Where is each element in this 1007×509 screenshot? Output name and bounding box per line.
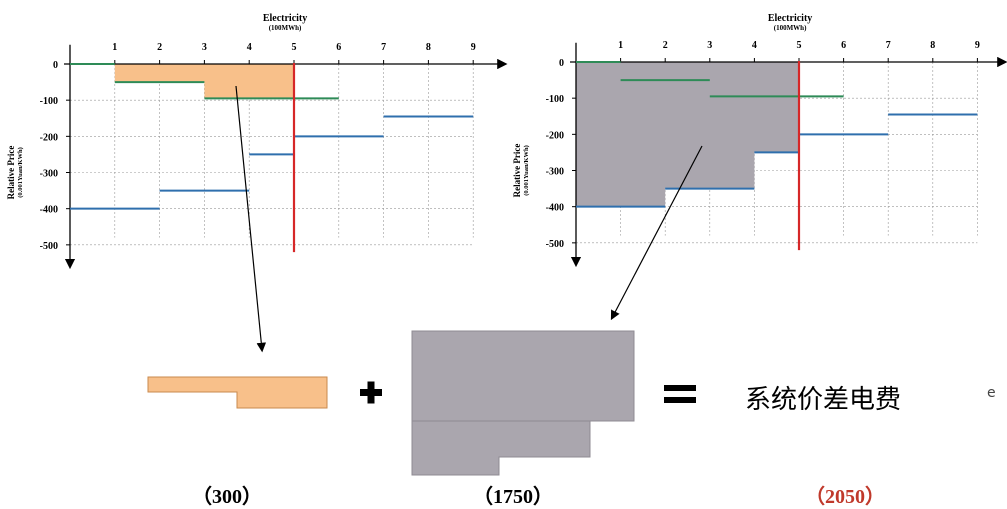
right-chart-axes — [570, 42, 1007, 268]
gray-value-caption: （1750） — [473, 486, 553, 508]
x-tick-label: 2 — [157, 42, 162, 53]
left-chart-axes — [64, 44, 508, 270]
plus-sign — [360, 381, 382, 404]
right-chart-shaded-area — [576, 62, 799, 207]
y-tick-label: -300 — [546, 167, 564, 178]
right-chart-labels: 1 2 3 4 5 6 7 8 9 0 -100 -200 -300 -400 -500 Electricit… — [512, 13, 980, 250]
right-chart-series — [576, 61, 978, 251]
left-area-arrow — [235, 85, 267, 353]
equals-sign — [664, 385, 696, 403]
y-tick-label: -200 — [40, 132, 58, 143]
chart-title: Electricity — [768, 13, 812, 24]
x-tick-label: 5 — [797, 40, 802, 51]
chart-title: Electricity — [263, 13, 307, 24]
y-tick-label: -100 — [546, 94, 564, 105]
y-axis-unit: (0.001Yuan/KWh) — [523, 145, 530, 196]
stray-mark: e — [987, 385, 996, 401]
left-chart-series — [70, 63, 474, 253]
left-chart-labels: 1 2 3 4 5 6 7 8 9 0 -100 -200 -300 -400 -500 Electricit… — [6, 13, 476, 252]
y-tick-label: -200 — [546, 130, 564, 141]
gray-area-shape — [411, 330, 635, 476]
y-tick-label: -300 — [40, 169, 58, 180]
x-tick-label: 1 — [112, 42, 117, 53]
x-tick-label: 6 — [841, 40, 846, 51]
x-tick-label: 3 — [202, 42, 207, 53]
right-area-arrow — [610, 145, 703, 321]
left-chart: 1 2 3 4 5 6 7 8 9 0 -100 -200 -300 -400 -500 Electricit… — [6, 13, 508, 270]
y-tick-label: -400 — [40, 205, 58, 216]
gray-shaded-region — [576, 62, 799, 207]
x-tick-label: 5 — [292, 42, 297, 53]
y-axis-unit: (0.001Yuan/KWh) — [17, 147, 24, 198]
y-tick-label: -400 — [546, 203, 564, 214]
x-tick-label: 8 — [930, 40, 935, 51]
y-tick-label: -500 — [40, 241, 58, 252]
x-tick-label: 8 — [426, 42, 431, 53]
x-tick-label: 9 — [471, 42, 476, 53]
y-tick-label: -100 — [40, 96, 58, 107]
y-axis-label: Relative Price — [512, 144, 522, 198]
y-tick-label: 0 — [559, 58, 564, 69]
y-tick-label: -500 — [546, 239, 564, 250]
orange-area-shape — [147, 376, 328, 409]
y-axis-label: Relative Price — [6, 146, 16, 200]
x-tick-label: 4 — [247, 42, 252, 53]
y-tick-label: 0 — [53, 60, 58, 71]
x-tick-label: 2 — [663, 40, 668, 51]
chart-subtitle: (100MWh) — [269, 24, 302, 32]
x-tick-label: 3 — [707, 40, 712, 51]
total-value-caption: （2050） — [805, 486, 885, 508]
x-tick-label: 6 — [336, 42, 341, 53]
x-tick-label: 4 — [752, 40, 757, 51]
x-tick-label: 1 — [618, 40, 623, 51]
x-tick-label: 7 — [381, 42, 386, 53]
result-text: 系统价差电费 — [745, 385, 902, 415]
right-chart: 1 2 3 4 5 6 7 8 9 0 -100 -200 -300 -400 -500 Electricit… — [512, 13, 1007, 268]
x-tick-label: 9 — [975, 40, 980, 51]
x-tick-label: 7 — [886, 40, 891, 51]
chart-subtitle: (100MWh) — [774, 24, 807, 32]
orange-value-caption: （300） — [192, 486, 262, 508]
